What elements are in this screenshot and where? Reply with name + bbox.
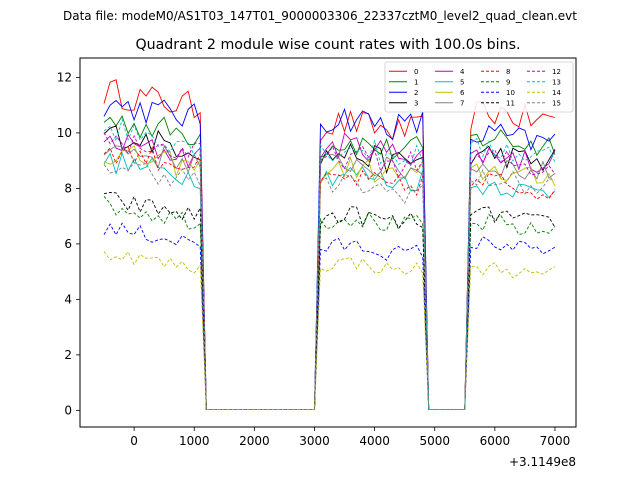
legend-label-6: 6 — [460, 89, 465, 97]
legend-label-2: 2 — [414, 89, 418, 97]
y-axis: 0 2 4 6 8 10 12 — [57, 70, 80, 417]
y-tick-label: 12 — [57, 70, 72, 84]
x-axis-offset-label: +3.1149e8 — [509, 455, 576, 469]
x-tick-label: 2000 — [239, 434, 270, 448]
x-tick-label: 0 — [130, 434, 138, 448]
series-line-15 — [103, 162, 556, 410]
plot-area: 0 1000 2000 3000 4000 5000 6000 7000 024681012 … — [57, 57, 577, 469]
series-line-12 — [103, 132, 556, 410]
legend-label-1: 1 — [414, 78, 418, 86]
legend-label-5: 5 — [460, 78, 464, 86]
series-line-11 — [103, 191, 556, 410]
series-layer — [103, 79, 556, 410]
figure-suptitle: Data file: modeM0/AS1T03_147T01_90000033… — [63, 9, 577, 23]
legend-label-11: 11 — [506, 99, 515, 107]
y-tick-label: 8 — [64, 181, 72, 195]
y-tick-label: 6 — [64, 237, 72, 251]
series-line-14 — [103, 250, 556, 410]
legend-label-4: 4 — [460, 68, 465, 76]
series-line-1 — [103, 114, 556, 410]
legend-label-3: 3 — [414, 99, 418, 107]
series-line-3 — [103, 125, 556, 410]
legend-label-8: 8 — [506, 68, 510, 76]
y-tick-label: 10 — [57, 126, 72, 140]
x-tick-label: 4000 — [359, 434, 390, 448]
legend-label-13: 13 — [552, 78, 561, 86]
series-line-5 — [103, 151, 556, 410]
legend-label-0: 0 — [414, 68, 418, 76]
x-tick-label: 3000 — [299, 434, 330, 448]
y-tick-label: 2 — [64, 348, 72, 362]
series-line-2 — [103, 99, 556, 410]
legend-label-7: 7 — [460, 99, 464, 107]
x-tick-label: 1000 — [179, 434, 210, 448]
series-line-7 — [103, 144, 556, 410]
x-axis: 0 1000 2000 3000 4000 5000 6000 7000 — [130, 427, 570, 448]
y-tick-label: 0 — [64, 403, 72, 417]
plot-frame — [79, 57, 577, 428]
x-tick-label: 6000 — [480, 434, 511, 448]
chart-title: Quadrant 2 module wise count rates with … — [135, 37, 520, 53]
series-line-13 — [103, 117, 556, 410]
x-tick-label: 7000 — [540, 434, 571, 448]
legend-label-10: 10 — [506, 89, 515, 97]
series-line-8 — [103, 146, 556, 410]
x-tick-label: 5000 — [419, 434, 450, 448]
y-tick-label: 4 — [64, 292, 72, 306]
legend-label-14: 14 — [552, 89, 561, 97]
series-line-6 — [103, 145, 556, 410]
legend-label-9: 9 — [506, 78, 510, 86]
legend-label-12: 12 — [552, 68, 561, 76]
legend-frame — [384, 61, 574, 113]
series-line-4 — [103, 132, 556, 410]
legend-label-15: 15 — [552, 99, 561, 107]
